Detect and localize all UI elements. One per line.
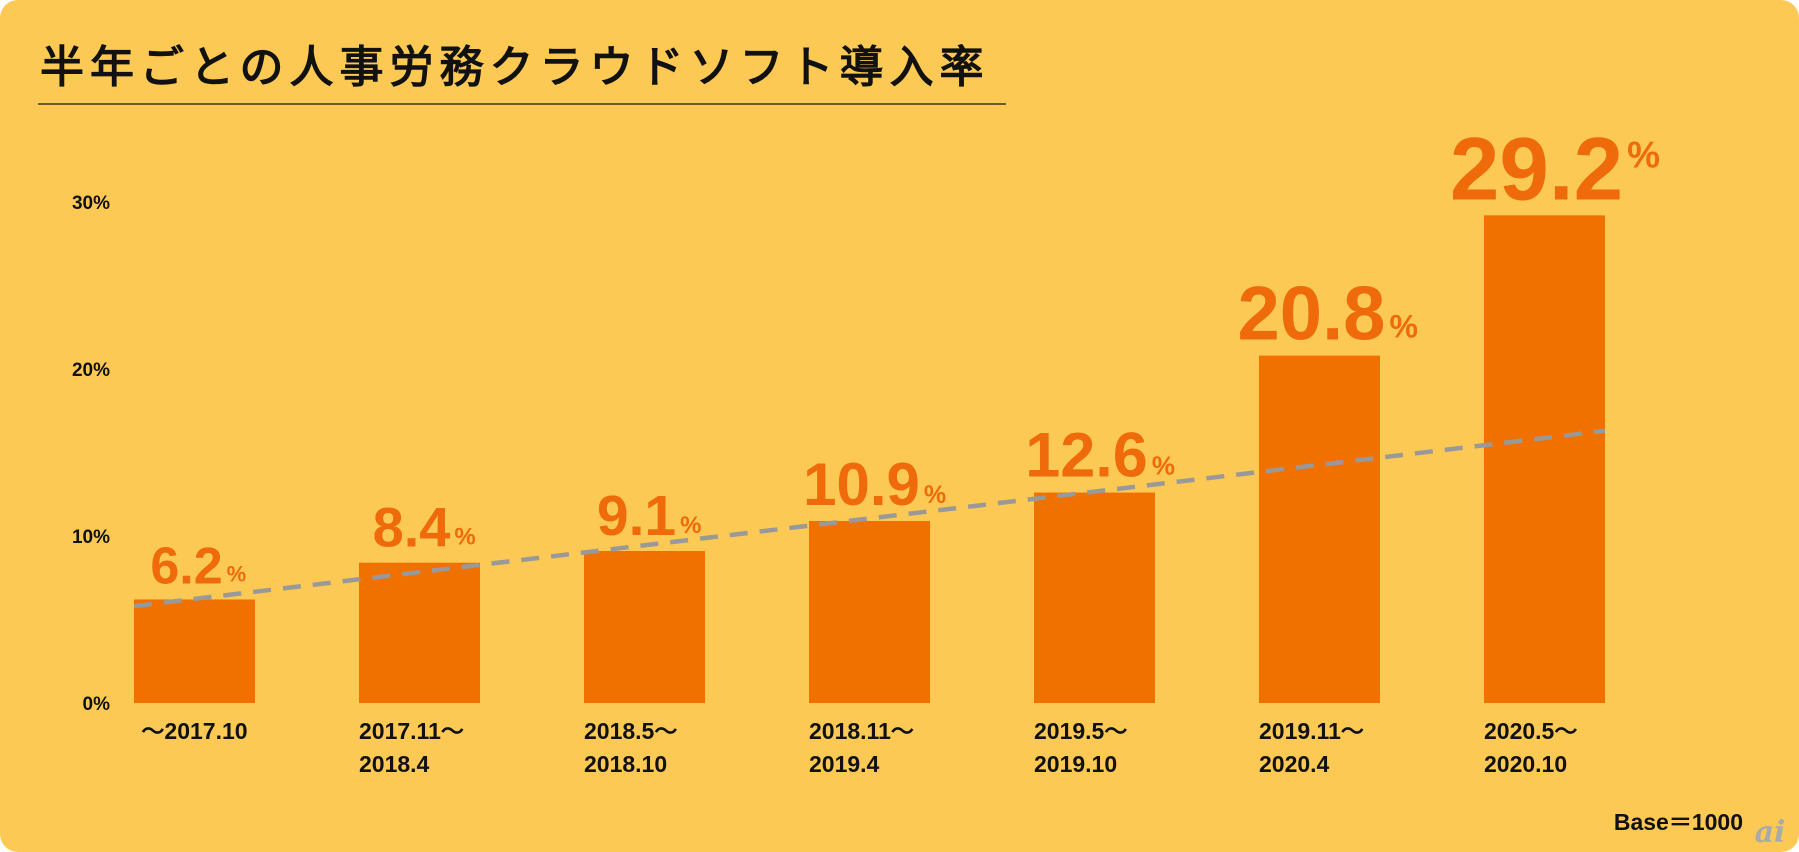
x-tick-label: 2019.5〜 — [1034, 718, 1127, 744]
base-note: Base＝1000 — [1614, 809, 1743, 835]
value-label: 12.6 — [1025, 421, 1148, 491]
bar — [1484, 215, 1605, 704]
value-label: 8.4 — [373, 496, 451, 559]
value-label: 10.9 — [803, 451, 920, 518]
value-label: 9.1 — [597, 484, 676, 548]
x-tick-label: 2018.10 — [584, 751, 667, 777]
y-tick-label: 0% — [83, 694, 111, 715]
x-tick-label: 2019.4 — [809, 751, 880, 777]
bar — [1259, 355, 1380, 703]
chart-title: 半年ごとの人事労務クラウドソフト導入率 — [40, 42, 990, 93]
x-tick-label: 2018.11〜 — [809, 718, 914, 744]
value-percent-sign: % — [924, 481, 946, 509]
y-tick-label: 30% — [72, 193, 110, 214]
value-percent-sign: % — [1389, 309, 1417, 345]
value-percent-sign: % — [1627, 134, 1660, 175]
bar — [359, 562, 480, 703]
bar — [584, 551, 705, 703]
value-percent-sign: % — [1152, 451, 1175, 481]
y-tick-label: 10% — [72, 527, 110, 548]
x-tick-label: 2020.4 — [1259, 751, 1330, 777]
value-label: 29.2 — [1450, 118, 1623, 218]
bar — [809, 520, 930, 703]
x-tick-label: 2019.11〜 — [1259, 718, 1364, 744]
value-percent-sign: % — [680, 512, 701, 539]
x-tick-label: 〜2017.10 — [141, 718, 247, 744]
y-tick-label: 20% — [72, 360, 110, 381]
x-tick-label: 2020.5〜 — [1484, 718, 1577, 744]
value-label: 20.8 — [1238, 272, 1386, 357]
x-tick-label: 2019.10 — [1034, 751, 1117, 777]
x-tick-label: 2018.5〜 — [584, 718, 677, 744]
x-tick-label: 2018.4 — [359, 751, 430, 777]
trend-line — [133, 428, 1606, 609]
x-tick-label: 2017.11〜 — [359, 718, 464, 744]
value-percent-sign: % — [454, 524, 475, 551]
value-percent-sign: % — [227, 561, 247, 586]
value-label: 6.2 — [150, 537, 222, 595]
x-tick-label: 2020.10 — [1484, 751, 1567, 777]
bar — [134, 599, 255, 703]
bar — [1034, 492, 1155, 703]
ai-logo: ai — [1755, 815, 1786, 850]
